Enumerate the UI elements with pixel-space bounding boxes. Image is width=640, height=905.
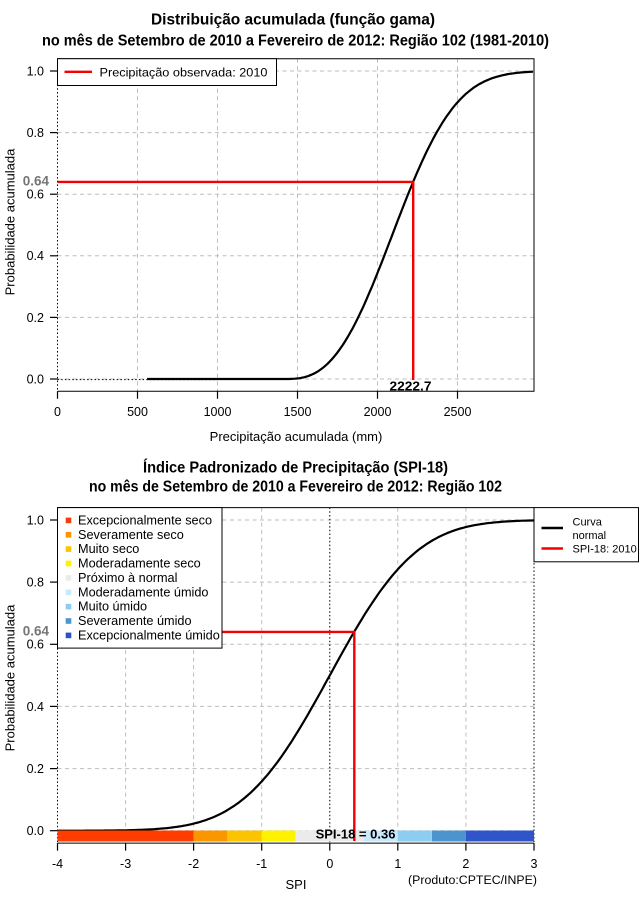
svg-text:Índice Padronizado de Precipit: Índice Padronizado de Precipitação (SPI-… (143, 459, 448, 476)
svg-text:0.64: 0.64 (23, 174, 50, 189)
svg-text:Muito úmido: Muito úmido (78, 600, 147, 614)
svg-text:0.0: 0.0 (27, 372, 44, 386)
svg-text:Moderadamente úmido: Moderadamente úmido (78, 585, 208, 599)
svg-text:2500: 2500 (444, 405, 472, 419)
svg-text:0: 0 (54, 405, 61, 419)
svg-text:Muito seco: Muito seco (78, 542, 139, 556)
svg-text:Distribuição acumulada (função: Distribuição acumulada (função gama) (151, 11, 435, 28)
svg-text:0.0: 0.0 (27, 824, 44, 838)
svg-text:Curva: Curva (573, 517, 603, 529)
svg-text:Precipitação acumulada (mm): Precipitação acumulada (mm) (210, 429, 383, 444)
svg-text:-1: -1 (256, 857, 267, 871)
svg-text:SPI: SPI (286, 877, 307, 892)
svg-text:Moderadamente seco: Moderadamente seco (78, 557, 201, 571)
svg-text:1.0: 1.0 (27, 513, 44, 527)
svg-text:1000: 1000 (204, 405, 232, 419)
svg-text:2: 2 (462, 857, 469, 871)
svg-text:no mês de Setembro de 2010 a F: no mês de Setembro de 2010 a Fevereiro d… (42, 33, 549, 50)
svg-text:2222.7: 2222.7 (390, 380, 432, 394)
svg-text:0.4: 0.4 (27, 700, 44, 714)
svg-text:0: 0 (326, 857, 333, 871)
svg-text:1500: 1500 (284, 405, 312, 419)
svg-text:3: 3 (531, 857, 538, 871)
svg-text:0.6: 0.6 (27, 188, 44, 202)
svg-text:Severamente úmido: Severamente úmido (78, 614, 192, 628)
svg-text:0.64: 0.64 (23, 624, 50, 639)
svg-text:Precipitação observada: 2010: Precipitação observada: 2010 (100, 65, 268, 79)
svg-text:Probabilidade acumulada: Probabilidade acumulada (3, 148, 18, 295)
svg-text:0.8: 0.8 (27, 126, 44, 140)
svg-text:0.4: 0.4 (27, 249, 44, 263)
svg-text:0.2: 0.2 (27, 311, 44, 325)
svg-text:SPI-18: 2010: SPI-18: 2010 (573, 544, 637, 556)
svg-text:Próximo à normal: Próximo à normal (78, 571, 177, 585)
svg-text:0.2: 0.2 (27, 762, 44, 776)
svg-text:0.6: 0.6 (27, 638, 44, 652)
svg-text:-4: -4 (52, 857, 63, 871)
svg-text:0.8: 0.8 (27, 576, 44, 590)
svg-text:Probabilidade acumulada: Probabilidade acumulada (3, 604, 18, 751)
svg-text:-2: -2 (188, 857, 199, 871)
svg-text:1.0: 1.0 (27, 64, 44, 78)
svg-text:Severamente seco: Severamente seco (78, 528, 184, 542)
svg-text:2000: 2000 (364, 405, 392, 419)
svg-text:Excepcionalmente úmido: Excepcionalmente úmido (78, 629, 220, 643)
svg-text:SPI-18 = 0.36: SPI-18 = 0.36 (316, 827, 396, 842)
svg-text:normal: normal (573, 530, 607, 542)
svg-text:no mês de Setembro de 2010 a F: no mês de Setembro de 2010 a Fevereiro d… (89, 478, 502, 495)
svg-text:Excepcionalmente seco: Excepcionalmente seco (78, 514, 212, 528)
svg-text:1: 1 (394, 857, 401, 871)
svg-text:-3: -3 (120, 857, 131, 871)
svg-text:(Produto:CPTEC/INPE): (Produto:CPTEC/INPE) (408, 873, 537, 887)
svg-text:500: 500 (127, 405, 148, 419)
